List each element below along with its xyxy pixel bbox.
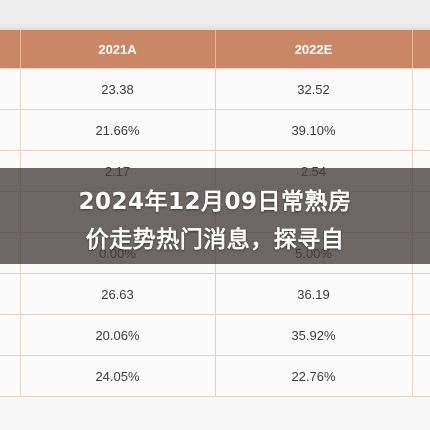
table-cell: [0, 355, 21, 397]
table-cell: 24.05%: [20, 355, 216, 397]
table-cell: [412, 109, 430, 151]
table-cell: 32.52: [215, 68, 413, 110]
table-cell: 35.92%: [215, 314, 413, 356]
table-cell: 26.63: [20, 273, 216, 315]
table-cell: 39.10%: [215, 109, 413, 151]
table-cell: 21.66%: [20, 109, 216, 151]
banner-title-line-2: 价走势热门消息，探寻自: [85, 227, 345, 253]
column-header-2021a: 2021A: [20, 30, 216, 69]
table-cell: 22.76%: [215, 355, 413, 397]
table-cell: 23.38: [20, 68, 216, 110]
table-row: 20.06% 35.92%: [0, 314, 430, 356]
table-cell: [0, 68, 21, 110]
column-header-2022e: 2022E: [215, 30, 413, 69]
table-row: 21.66% 39.10%: [0, 109, 430, 151]
column-header: [0, 30, 21, 69]
table-cell: [412, 273, 430, 315]
table-cell: 20.06%: [20, 314, 216, 356]
table-cell: [0, 273, 21, 315]
top-strip: [0, 0, 430, 30]
table-row: 23.38 32.52: [0, 68, 430, 110]
table-cell: [412, 314, 430, 356]
title-banner: 2024年12月09日常熟房 价走势热门消息，探寻自: [0, 168, 430, 264]
table-cell: 36.19: [215, 273, 413, 315]
column-header: [412, 30, 430, 69]
table-header-row: 2021A 2022E: [0, 30, 430, 69]
table-row: 24.05% 22.76%: [0, 355, 430, 397]
table-cell: [412, 355, 430, 397]
table-row: 26.63 36.19: [0, 273, 430, 315]
banner-title-line-1: 2024年12月09日常熟房: [78, 189, 352, 215]
table-cell: [0, 109, 21, 151]
table-cell: [412, 68, 430, 110]
table-cell: [0, 314, 21, 356]
